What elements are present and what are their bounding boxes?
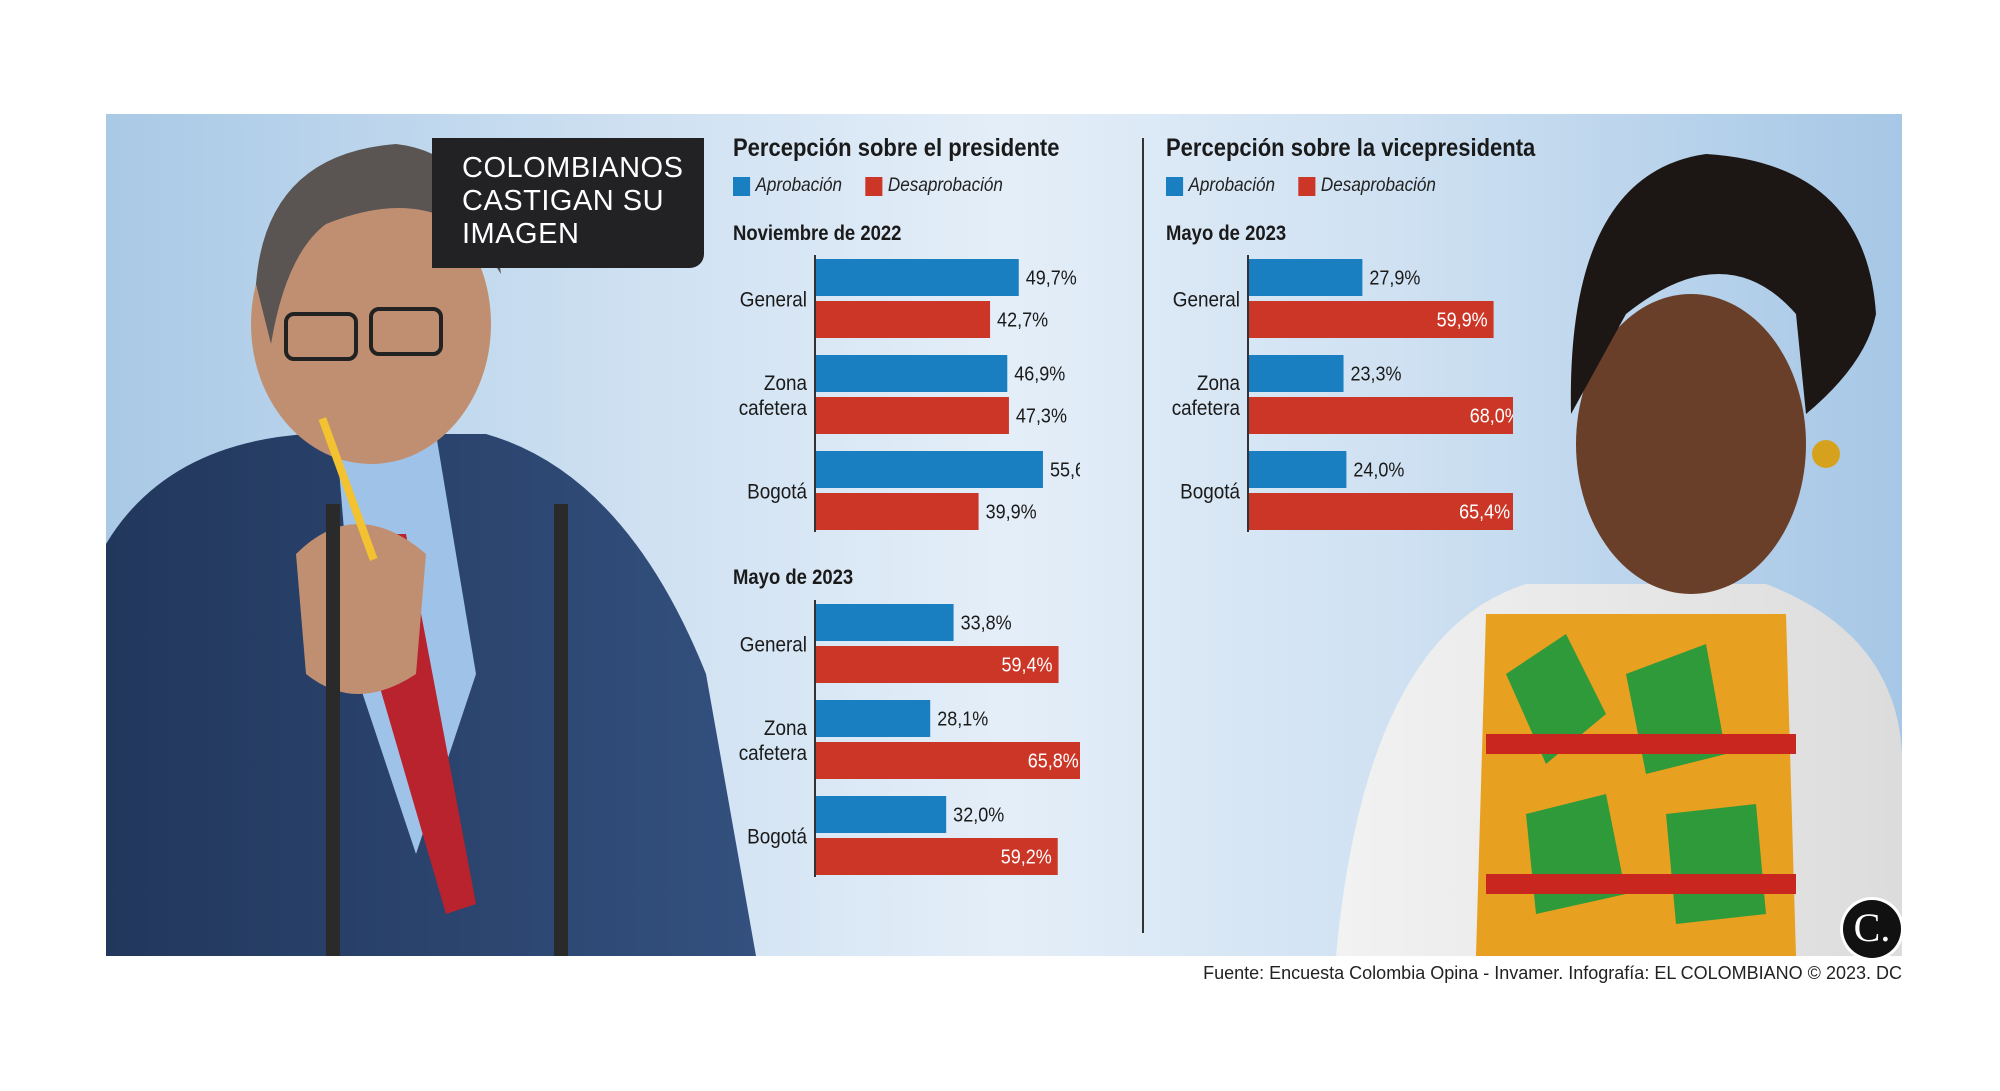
disapproval-value-label: 42,7% [997, 310, 1048, 332]
disapproval-bar [815, 301, 991, 338]
headline-box: COLOMBIANOS CASTIGAN SU IMAGEN [432, 138, 704, 268]
approval-value-label: 24,0% [1353, 460, 1404, 482]
legend-disapproval-swatch [865, 176, 883, 196]
chart-1-period: Noviembre de 2022 [733, 222, 902, 245]
approval-value-label: 27,9% [1369, 268, 1420, 290]
category-label: General [740, 289, 807, 312]
disapproval-value-label: 47,3% [1016, 406, 1067, 428]
approval-bar [815, 259, 1019, 296]
disapproval-bar [815, 646, 1059, 683]
disapproval-value-label: 59,9% [1437, 310, 1488, 332]
category-label: cafetera [739, 397, 808, 420]
category-label: Zona [1197, 372, 1241, 395]
approval-bar [815, 796, 947, 833]
chart-2-period: Mayo de 2023 [733, 566, 854, 589]
president-figure [106, 144, 756, 956]
disapproval-bar [815, 742, 1080, 779]
approval-value-label: 23,3% [1351, 364, 1402, 386]
approval-bar [815, 604, 954, 641]
approval-value-label: 49,7% [1026, 268, 1077, 290]
approval-bar [1248, 355, 1344, 392]
infographic-panel [106, 114, 1902, 956]
disapproval-value-label: 65,4% [1459, 502, 1510, 524]
disapproval-bar [1248, 397, 1513, 434]
headline-line-2: CASTIGAN SU [462, 185, 665, 217]
legend-approval-swatch [1166, 176, 1184, 196]
legend-approval-label: Aprobación [1188, 175, 1276, 196]
approval-value-label: 28,1% [937, 709, 988, 731]
legend-disapproval-label: Desaprobación [887, 175, 1003, 196]
approval-bar [815, 700, 931, 737]
disapproval-value-label: 59,2% [1001, 847, 1052, 869]
headline-line-3: IMAGEN [462, 218, 580, 250]
section-divider [1142, 138, 1144, 933]
vicepresident-figure [1336, 154, 1902, 956]
disapproval-value-label: 39,9% [986, 502, 1037, 524]
category-label: Zona [764, 717, 808, 740]
el-colombiano-logo: C. [1843, 900, 1901, 958]
category-label: Bogotá [747, 826, 808, 849]
approval-value-label: 46,9% [1014, 364, 1065, 386]
category-label: cafetera [739, 742, 808, 765]
category-label: Zona [764, 372, 808, 395]
legend-approval-swatch [733, 176, 751, 196]
approval-value-label: 32,0% [953, 805, 1004, 827]
approval-bar [815, 355, 1008, 392]
legend-disapproval-swatch [1298, 176, 1316, 196]
vicepresident-section-title: Percepción sobre la vicepresidenta [1166, 134, 1536, 162]
disapproval-bar [815, 397, 1009, 434]
president-section-title: Percepción sobre el presidente [733, 134, 1060, 162]
legend-disapproval-label: Desaprobación [1320, 175, 1436, 196]
legend-approval-label: Aprobación [755, 175, 843, 196]
disapproval-bar [815, 838, 1058, 875]
category-label: cafetera [1172, 397, 1241, 420]
president-legend: Aprobación Desaprobación [733, 175, 1003, 197]
approval-value-label: 33,8% [961, 613, 1012, 635]
disapproval-value-label: 59,4% [1002, 655, 1053, 677]
category-label: General [1173, 289, 1240, 312]
disapproval-bar [815, 493, 979, 530]
approval-value-label: 55,6% [1050, 460, 1080, 482]
vicepresident-legend: Aprobación Desaprobación [1166, 175, 1436, 197]
disapproval-bar [1248, 301, 1494, 338]
approval-bar [1248, 451, 1347, 488]
disapproval-bar [1248, 493, 1513, 530]
disapproval-value-label: 65,8% [1028, 751, 1079, 773]
chart-3-period: Mayo de 2023 [1166, 222, 1287, 245]
approval-bar [815, 451, 1043, 488]
category-label: Bogotá [1180, 481, 1241, 504]
category-label: Bogotá [747, 481, 808, 504]
headline-line-1: COLOMBIANOS [462, 152, 684, 184]
president-photo [106, 144, 1902, 956]
category-label: General [740, 634, 807, 657]
approval-bar [1248, 259, 1363, 296]
source-note: Fuente: Encuesta Colombia Opina - Invame… [1203, 963, 1902, 983]
disapproval-value-label: 68,0% [1470, 406, 1513, 428]
